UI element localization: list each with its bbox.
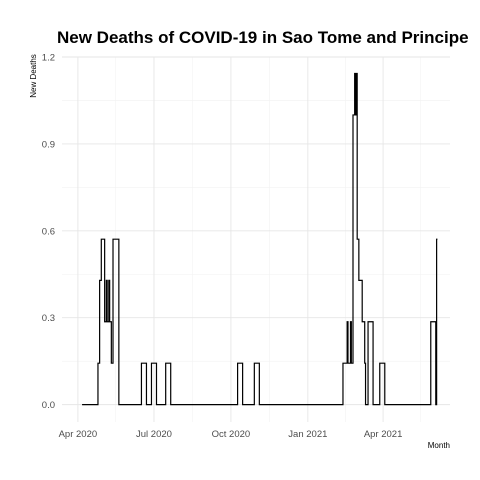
grid [62,56,450,422]
y-tick-label: 0.0 [42,400,55,411]
x-tick-label: Jan 2021 [288,429,327,440]
x-tick-label: Oct 2020 [212,429,251,440]
x-axis-ticks: Apr 2020 Jul 2020 Oct 2020 Jan 2021 Apr 2021 [59,429,403,440]
y-tick-label: 0.6 [42,226,55,237]
y-axis-ticks: 0.0 0.3 0.6 0.9 1.2 [42,53,55,412]
series-layer [82,72,438,406]
y-axis-title: New Deaths [29,54,38,98]
y-tick-label: 0.3 [42,313,55,324]
x-axis-title: Month [428,441,450,450]
x-tick-label: Apr 2020 [59,429,98,440]
x-tick-label: Apr 2021 [364,429,403,440]
x-tick-label: Jul 2020 [136,429,172,440]
y-tick-label: 0.9 [42,139,55,150]
series-line [82,72,438,406]
chart-title: New Deaths of COVID-19 in Sao Tome and P… [57,28,469,47]
y-tick-label: 1.2 [42,53,55,64]
